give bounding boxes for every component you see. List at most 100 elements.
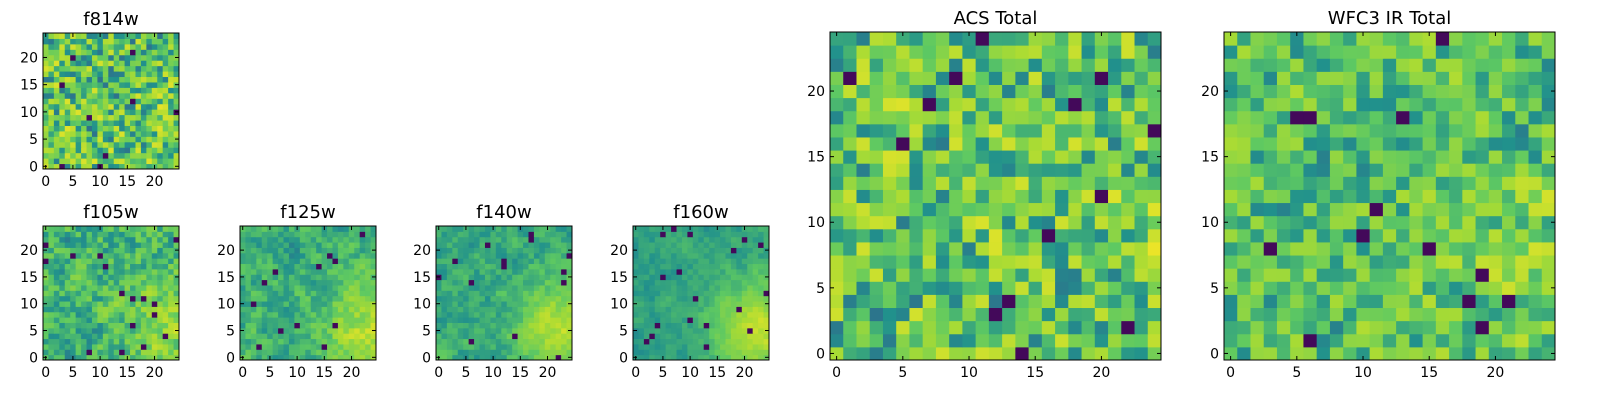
heatmap-cell: [533, 231, 540, 238]
heatmap-cell: [975, 97, 990, 112]
heatmap-cell: [1449, 215, 1463, 230]
heatmap-cell: [1121, 333, 1136, 348]
heatmap-cell: [359, 317, 366, 323]
heatmap-cell: [1409, 255, 1424, 269]
heatmap-cell: [278, 306, 285, 313]
heatmap-cell: [113, 65, 120, 72]
heatmap-cell: [250, 317, 257, 323]
heatmap-cell: [506, 311, 513, 318]
heatmap-cell: [151, 71, 158, 78]
heatmap-cell: [173, 130, 180, 137]
heatmap-cell: [305, 301, 312, 307]
heatmap-cell: [517, 263, 524, 270]
heatmap-cell: [484, 258, 491, 265]
heatmap-cell: [949, 202, 963, 217]
heatmap-cell: [310, 327, 317, 334]
heatmap-cell: [135, 81, 142, 88]
heatmap-cell: [725, 338, 732, 345]
heatmap-cell: [747, 226, 754, 232]
heatmap-cell: [654, 317, 661, 323]
heatmap-cell: [1081, 150, 1096, 164]
heatmap-cell: [1263, 202, 1278, 217]
heatmap-cell: [365, 274, 372, 281]
heatmap-cell: [1356, 189, 1371, 204]
heatmap-cell: [146, 98, 153, 105]
heatmap-cell: [550, 327, 557, 334]
heatmap-cell: [1329, 228, 1344, 243]
heatmap-cell: [1382, 241, 1397, 256]
heatmap-cell: [97, 295, 104, 302]
heatmap-cell: [539, 263, 546, 270]
heatmap-cell: [1435, 123, 1450, 138]
heatmap-cell: [48, 136, 55, 143]
heatmap-cell: [1147, 320, 1162, 335]
heatmap-cell: [676, 327, 683, 334]
heatmap-cell: [305, 274, 312, 281]
heatmap-cell: [474, 354, 481, 361]
heatmap-cell: [830, 333, 844, 348]
heatmap-cell: [703, 284, 710, 291]
heatmap-cell: [452, 327, 459, 334]
heatmap-cell: [168, 114, 175, 121]
heatmap-cell: [730, 322, 737, 329]
heatmap-cell: [81, 103, 88, 110]
heatmap-cell: [649, 252, 656, 259]
heatmap-cell: [256, 354, 263, 361]
heatmap-cell: [102, 65, 109, 72]
heatmap-cell: [1409, 241, 1424, 256]
heatmap-cell: [452, 322, 459, 329]
heatmap-cell: [151, 87, 158, 94]
heatmap-cell: [698, 354, 705, 361]
heatmap-cell: [638, 279, 645, 286]
heatmap-cell: [1081, 241, 1096, 256]
heatmap-cell: [337, 236, 344, 243]
heatmap-cell: [692, 247, 699, 254]
heatmap-cell: [261, 295, 268, 302]
heatmap-cell: [70, 327, 77, 334]
heatmap-cell: [1134, 123, 1149, 138]
heatmap-cell: [506, 349, 513, 356]
heatmap-cell: [294, 306, 301, 313]
heatmap-cell: [736, 268, 743, 275]
heatmap-cell: [1028, 255, 1043, 269]
heatmap-cell: [725, 231, 732, 238]
heatmap-cell: [436, 306, 442, 313]
heatmap-cell: [501, 274, 508, 281]
heatmap-cell: [157, 152, 164, 159]
heatmap-cell: [1028, 110, 1043, 125]
heatmap-cell: [709, 317, 716, 323]
heatmap-cell: [337, 317, 344, 323]
heatmap-cell: [288, 268, 295, 275]
heatmap-cell: [523, 274, 529, 281]
heatmap-cell: [1396, 45, 1410, 59]
heatmap-cell: [484, 268, 491, 275]
heatmap-cell: [113, 290, 120, 297]
heatmap-cell: [671, 301, 678, 307]
heatmap-cell: [250, 226, 257, 232]
heatmap-cell: [1343, 228, 1357, 243]
heatmap-cell: [555, 338, 562, 345]
heatmap-cell: [151, 247, 158, 254]
heatmap-cell: [1094, 97, 1109, 112]
heatmap-cell: [86, 76, 93, 83]
heatmap-cell: [97, 290, 104, 297]
heatmap-cell: [896, 294, 910, 309]
heatmap-cell: [146, 120, 153, 126]
heatmap-cell: [752, 338, 759, 345]
heatmap-cell: [643, 317, 650, 323]
heatmap-cell: [294, 284, 301, 291]
heatmap-cell: [288, 322, 295, 329]
heatmap-cell: [86, 252, 93, 259]
heatmap-cell: [119, 333, 126, 340]
heatmap-cell: [962, 228, 977, 243]
heatmap-cell: [676, 242, 683, 248]
heatmap-cell: [316, 317, 323, 323]
heatmap-cell: [730, 247, 737, 254]
heatmap-cell: [479, 322, 486, 329]
heatmap-cell: [1041, 320, 1056, 335]
heatmap-cell: [135, 147, 142, 154]
heatmap-cell: [278, 242, 285, 248]
heatmap-cell: [441, 322, 448, 329]
y-tick-label: 10: [610, 297, 628, 313]
heatmap-cell: [283, 295, 290, 302]
